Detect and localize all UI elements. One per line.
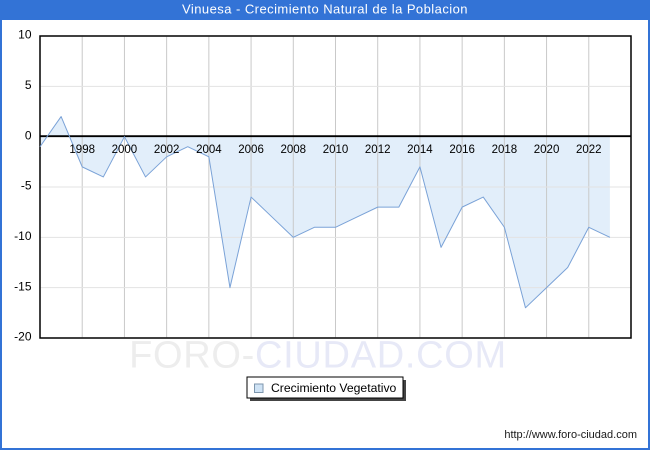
svg-text:2010: 2010 <box>323 144 349 156</box>
svg-text:FORO-CIUDAD.COM: FORO-CIUDAD.COM <box>129 335 507 377</box>
svg-text:2008: 2008 <box>280 144 306 156</box>
svg-text:2006: 2006 <box>238 144 264 156</box>
svg-text:2012: 2012 <box>365 144 391 156</box>
svg-text:0: 0 <box>25 128 32 142</box>
svg-text:1998: 1998 <box>69 144 95 156</box>
svg-text:2020: 2020 <box>534 144 560 156</box>
svg-text:-10: -10 <box>14 229 32 243</box>
svg-text:Vinuesa - Crecimiento Natural: Vinuesa - Crecimiento Natural de la Pobl… <box>182 2 468 17</box>
svg-text:5: 5 <box>25 78 32 92</box>
svg-text:2004: 2004 <box>196 144 222 156</box>
svg-text:-5: -5 <box>21 179 32 193</box>
svg-text:-15: -15 <box>14 279 32 293</box>
svg-text:10: 10 <box>18 28 32 42</box>
svg-text:2018: 2018 <box>492 144 518 156</box>
svg-text:2016: 2016 <box>449 144 475 156</box>
svg-text:2002: 2002 <box>154 144 180 156</box>
svg-text:2022: 2022 <box>576 144 602 156</box>
svg-text:-20: -20 <box>14 330 32 344</box>
svg-text:Crecimiento Vegetativo: Crecimiento Vegetativo <box>271 381 397 395</box>
svg-text:2014: 2014 <box>407 144 433 156</box>
svg-text:2000: 2000 <box>112 144 138 156</box>
svg-text:http://www.foro-ciudad.com: http://www.foro-ciudad.com <box>504 429 637 441</box>
